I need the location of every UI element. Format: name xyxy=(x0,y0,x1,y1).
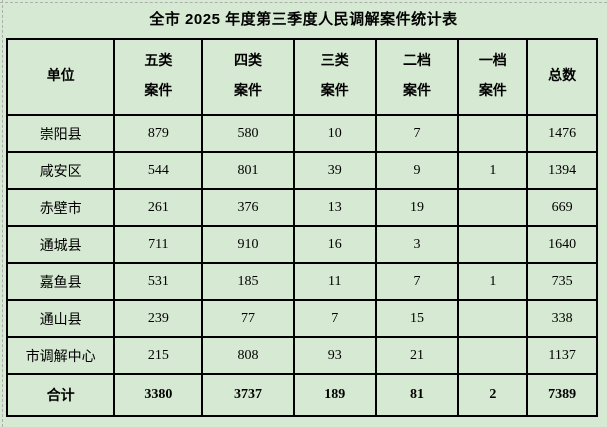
data-cell[interactable]: 16 xyxy=(292,225,377,264)
data-cell[interactable]: 808 xyxy=(201,336,295,375)
header-cell-class5[interactable]: 五类 案件 xyxy=(113,38,204,116)
total-cell[interactable]: 3737 xyxy=(201,373,295,417)
total-cell[interactable]: 189 xyxy=(292,373,377,417)
table-row: 市调解中心 215 808 93 21 1137 xyxy=(5,336,598,375)
page-break-line-vertical xyxy=(2,0,3,427)
unit-cell[interactable]: 通城县 xyxy=(5,225,116,264)
total-cell[interactable]: 81 xyxy=(374,373,460,417)
data-cell[interactable]: 376 xyxy=(201,188,295,227)
table-row: 崇阳县 879 580 10 7 1476 xyxy=(5,114,598,153)
data-cell[interactable]: 735 xyxy=(526,262,598,301)
total-row: 合计 3380 3737 189 81 2 7389 xyxy=(5,373,598,417)
data-cell[interactable]: 1394 xyxy=(526,151,598,190)
header-cell-class4[interactable]: 四类 案件 xyxy=(201,38,295,116)
statistics-table: 单位 五类 案件 四类 案件 三类 案件 二档 案件 一档 案件 总数 崇阳县 … xyxy=(5,38,598,417)
data-cell[interactable]: 1476 xyxy=(526,114,598,153)
header-cell-tier1[interactable]: 一档 案件 xyxy=(457,38,529,116)
data-cell[interactable] xyxy=(457,225,529,264)
header-cell-total[interactable]: 总数 xyxy=(526,38,598,116)
data-cell[interactable]: 19 xyxy=(374,188,460,227)
unit-cell[interactable]: 市调解中心 xyxy=(5,336,116,375)
table-row: 通山县 239 77 7 15 338 xyxy=(5,299,598,338)
total-cell[interactable]: 2 xyxy=(457,373,529,417)
table-row: 赤壁市 261 376 13 19 669 xyxy=(5,188,598,227)
data-cell[interactable]: 7 xyxy=(374,114,460,153)
data-cell[interactable]: 215 xyxy=(113,336,204,375)
data-cell[interactable]: 9 xyxy=(374,151,460,190)
data-cell[interactable] xyxy=(457,188,529,227)
data-cell[interactable]: 879 xyxy=(113,114,204,153)
data-cell[interactable]: 185 xyxy=(201,262,295,301)
unit-cell[interactable]: 赤壁市 xyxy=(5,188,116,227)
table-row: 嘉鱼县 531 185 11 7 1 735 xyxy=(5,262,598,301)
total-cell[interactable]: 7389 xyxy=(526,373,598,417)
data-cell[interactable]: 531 xyxy=(113,262,204,301)
data-cell[interactable]: 1 xyxy=(457,262,529,301)
data-cell[interactable] xyxy=(457,299,529,338)
total-label-cell[interactable]: 合计 xyxy=(5,373,116,417)
table-row: 通城县 711 910 16 3 1640 xyxy=(5,225,598,264)
page-title: 全市 2025 年度第三季度人民调解案件统计表 xyxy=(149,10,458,28)
page-break-line-horizontal xyxy=(0,2,607,3)
data-cell[interactable]: 261 xyxy=(113,188,204,227)
data-cell[interactable]: 669 xyxy=(526,188,598,227)
data-cell[interactable]: 93 xyxy=(292,336,377,375)
header-row: 单位 五类 案件 四类 案件 三类 案件 二档 案件 一档 案件 总数 xyxy=(5,38,598,116)
data-cell[interactable]: 39 xyxy=(292,151,377,190)
unit-cell[interactable]: 嘉鱼县 xyxy=(5,262,116,301)
data-cell[interactable]: 7 xyxy=(292,299,377,338)
unit-cell[interactable]: 咸安区 xyxy=(5,151,116,190)
data-cell[interactable]: 1640 xyxy=(526,225,598,264)
data-cell[interactable]: 1137 xyxy=(526,336,598,375)
data-cell[interactable]: 910 xyxy=(201,225,295,264)
unit-cell[interactable]: 崇阳县 xyxy=(5,114,116,153)
data-cell[interactable]: 15 xyxy=(374,299,460,338)
data-cell[interactable]: 338 xyxy=(526,299,598,338)
data-cell[interactable]: 801 xyxy=(201,151,295,190)
data-cell[interactable]: 21 xyxy=(374,336,460,375)
data-cell[interactable]: 1 xyxy=(457,151,529,190)
data-cell[interactable]: 3 xyxy=(374,225,460,264)
header-cell-unit[interactable]: 单位 xyxy=(5,38,116,116)
data-cell[interactable]: 580 xyxy=(201,114,295,153)
data-cell[interactable]: 11 xyxy=(292,262,377,301)
data-cell[interactable]: 711 xyxy=(113,225,204,264)
data-cell[interactable]: 239 xyxy=(113,299,204,338)
total-cell[interactable]: 3380 xyxy=(113,373,204,417)
header-cell-class3[interactable]: 三类 案件 xyxy=(292,38,377,116)
data-cell[interactable] xyxy=(457,336,529,375)
data-cell[interactable]: 544 xyxy=(113,151,204,190)
table-row: 咸安区 544 801 39 9 1 1394 xyxy=(5,151,598,190)
unit-cell[interactable]: 通山县 xyxy=(5,299,116,338)
header-cell-tier2[interactable]: 二档 案件 xyxy=(374,38,460,116)
data-cell[interactable]: 77 xyxy=(201,299,295,338)
data-cell[interactable]: 7 xyxy=(374,262,460,301)
data-cell[interactable] xyxy=(457,114,529,153)
data-cell[interactable]: 13 xyxy=(292,188,377,227)
data-cell[interactable]: 10 xyxy=(292,114,377,153)
